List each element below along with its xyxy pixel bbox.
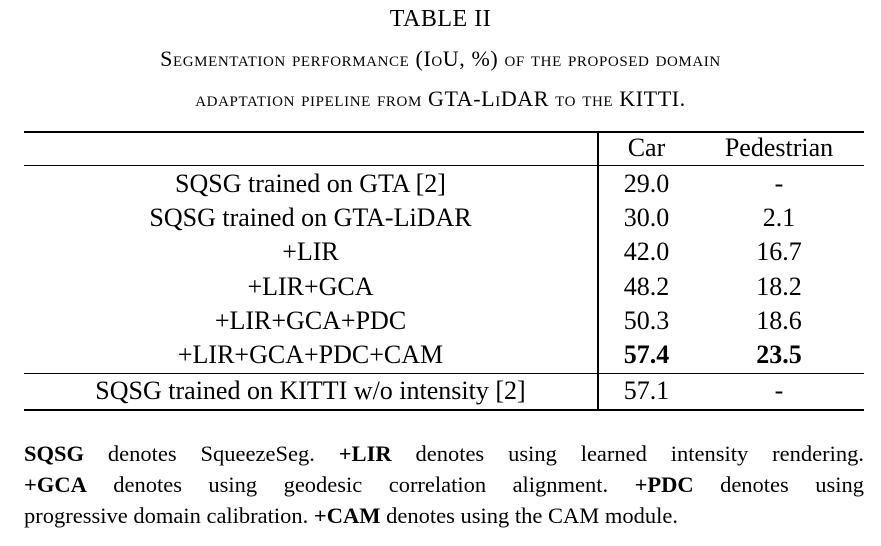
row-pedestrian: 2.1 xyxy=(762,203,796,232)
table-caption-line-1: Segmentation performance (IoU, %) of the… xyxy=(160,46,721,71)
footnote-text: progressive domain calibration. xyxy=(24,503,314,528)
row-car-best: 57.4 xyxy=(623,340,670,369)
footnote-term: SQSG xyxy=(24,441,85,466)
footnote-text: denotes using geodesic correlation align… xyxy=(86,472,635,497)
reference-row-method: SQSG trained on KITTI w/o intensity [2] xyxy=(95,376,526,405)
row-pedestrian: 18.2 xyxy=(756,272,802,301)
header-car: Car xyxy=(627,133,666,162)
reference-row-car: 57.1 xyxy=(623,376,670,405)
row-pedestrian-best: 23.5 xyxy=(756,340,802,369)
table-footnote: SQSG denotes SqueezeSeg. +LIR denotes us… xyxy=(24,438,864,531)
row-method: SQSG trained on GTA-LiDAR xyxy=(149,203,472,232)
footnote-term: +CAM xyxy=(313,503,381,528)
footnote-line: SQSG denotes SqueezeSeg. +LIR denotes us… xyxy=(24,438,864,469)
row-car: 30.0 xyxy=(623,203,670,232)
footnote-line: +GCA denotes using geodesic correlation … xyxy=(24,469,864,500)
table-caption-line-2: adaptation pipeline from GTA-LiDAR to th… xyxy=(195,86,686,111)
row-pedestrian: 16.7 xyxy=(756,237,802,266)
footnote-text: denotes using xyxy=(693,472,864,497)
row-method: +LIR+GCA xyxy=(247,272,374,301)
table-top-rule xyxy=(24,131,864,133)
row-pedestrian: - xyxy=(774,169,784,198)
row-method: SQSG trained on GTA [2] xyxy=(175,169,446,198)
row-car: 48.2 xyxy=(623,272,670,301)
row-method: +LIR+GCA+PDC+CAM xyxy=(177,340,444,369)
row-method: +LIR+GCA+PDC xyxy=(214,306,407,335)
row-pedestrian: 18.6 xyxy=(756,306,802,335)
header-pedestrian: Pedestrian xyxy=(724,133,834,162)
row-car: 29.0 xyxy=(623,169,670,198)
table-title: TABLE II xyxy=(389,6,492,32)
reference-row-rule xyxy=(24,373,864,374)
row-car: 50.3 xyxy=(623,306,670,335)
row-method: +LIR xyxy=(282,237,339,266)
footnote-text: denotes using learned intensity renderin… xyxy=(391,441,864,466)
footnote-text: denotes using the CAM module. xyxy=(380,503,678,528)
column-separator xyxy=(597,131,599,409)
table-bottom-rule xyxy=(24,409,864,411)
footnote-term: +GCA xyxy=(24,472,87,497)
footnote-term: +LIR xyxy=(338,441,392,466)
footnote-term: +PDC xyxy=(634,472,694,497)
header-rule xyxy=(24,165,864,166)
row-car: 42.0 xyxy=(623,237,670,266)
footnote-text: denotes SqueezeSeg. xyxy=(84,441,339,466)
footnote-line: progressive domain calibration. +CAM den… xyxy=(24,500,864,531)
reference-row-pedestrian: - xyxy=(774,376,784,405)
